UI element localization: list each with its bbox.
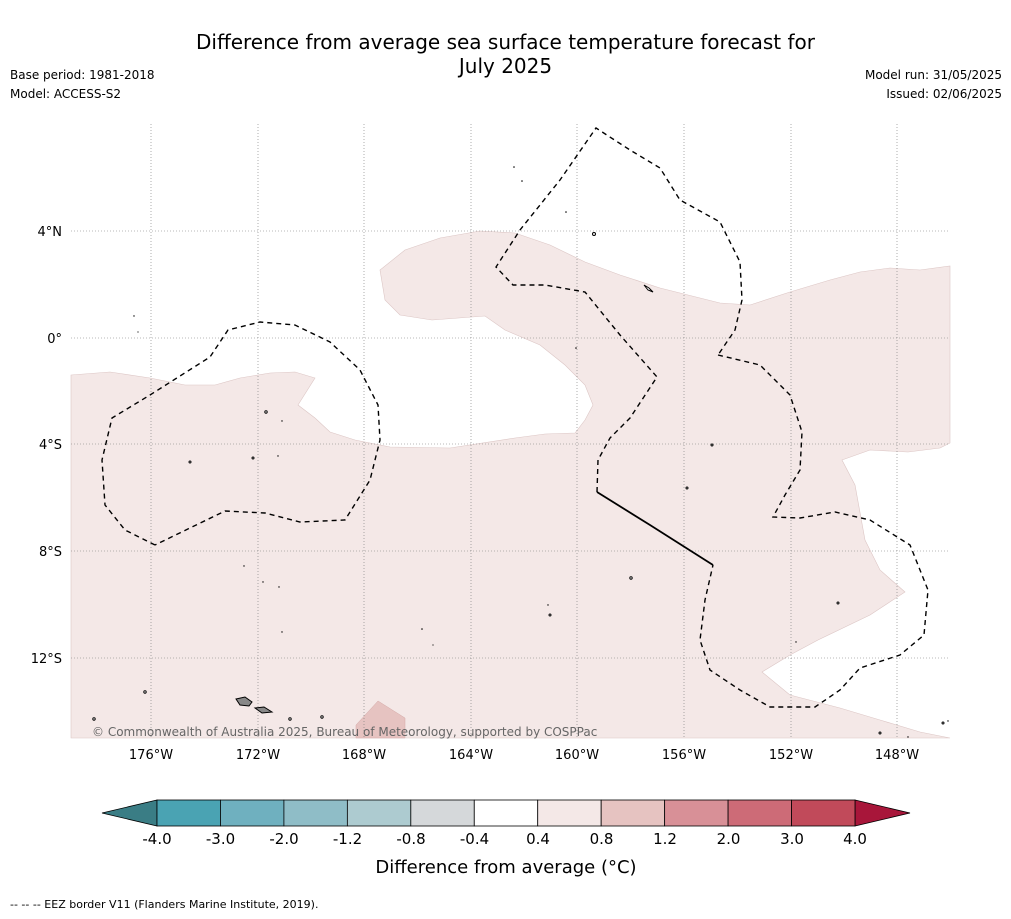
colorbar-bin [537, 799, 602, 827]
lat-label: 4°S [39, 438, 62, 453]
eez-legend-note: -- -- -- EEZ border V11 (Flanders Marine… [10, 898, 319, 911]
lon-label: 176°W [129, 748, 173, 763]
colorbar-tick-label: 1.2 [653, 830, 677, 848]
map-title: Difference from average sea surface temp… [0, 30, 1011, 78]
colorbar-bins [156, 799, 856, 827]
colorbar-tick-label: -4.0 [142, 830, 171, 848]
lat-label: 0° [47, 332, 62, 347]
anomaly-region-0.8-1.2 [355, 700, 406, 739]
lon-label: 164°W [449, 748, 493, 763]
colorbar-bin [727, 799, 792, 827]
colorbar-bin [664, 799, 729, 827]
lon-label: 172°W [236, 748, 280, 763]
colorbar: -4.0 -3.0 -2.0 -1.2 -0.8 -0.4 0.4 0.8 1.… [101, 799, 911, 878]
issued-text: Issued: 02/06/2025 [886, 87, 1002, 101]
colorbar-bin [410, 799, 475, 827]
lat-labels: 4°N 0° 4°S 8°S 12°S [31, 225, 62, 667]
colorbar-bin [600, 799, 666, 827]
colorbar-bin [283, 799, 348, 827]
eez-borders [101, 127, 929, 708]
lat-label: 8°S [39, 545, 62, 560]
island-samoa [235, 696, 253, 707]
eez-border-west [101, 321, 381, 546]
copyright-text: © Commonwealth of Australia 2025, Bureau… [92, 725, 597, 739]
run-info: Model run: 31/05/2025 Issued: 02/06/2025 [865, 66, 1002, 104]
base-period-text: Base period: 1981-2018 [10, 68, 155, 82]
colorbar-tick-label: 0.4 [526, 830, 550, 848]
islands [92, 232, 945, 735]
lon-label: 148°W [875, 748, 919, 763]
graticule [71, 124, 950, 738]
model-run-text: Model run: 31/05/2025 [864, 68, 1002, 82]
colorbar-bin [220, 799, 285, 827]
colorbar-tick-label: -3.0 [206, 830, 235, 848]
lon-labels: 176°W 172°W 168°W 164°W 160°W 156°W 152°… [129, 748, 919, 763]
colorbar-tick-labels: -4.0 -3.0 -2.0 -1.2 -0.8 -0.4 0.4 0.8 1.… [142, 830, 867, 848]
colorbar-bin [156, 799, 221, 827]
colorbar-bin [346, 799, 412, 827]
atolls [133, 166, 949, 738]
eez-border-central [495, 127, 743, 493]
colorbar-extend-low [101, 799, 158, 827]
title-line-1: Difference from average sea surface temp… [195, 30, 815, 54]
colorbar-tick-label: -1.2 [333, 830, 362, 848]
lon-label: 152°W [769, 748, 813, 763]
colorbar-tick-label: 4.0 [843, 830, 867, 848]
colorbar-bin [791, 799, 856, 827]
island-samoa-east [253, 706, 274, 714]
title-line-2: July 2025 [458, 54, 553, 78]
colorbar-tick-label: 2.0 [717, 830, 741, 848]
lon-label: 156°W [662, 748, 706, 763]
colorbar-title: Difference from average (°C) [375, 857, 636, 878]
lon-label: 168°W [342, 748, 386, 763]
lat-label: 4°N [38, 225, 63, 240]
model-name-text: Model: ACCESS-S2 [10, 87, 122, 101]
colorbar-tick-label: -0.4 [460, 830, 489, 848]
lon-label: 160°W [555, 748, 599, 763]
colorbar-tick-label: 3.0 [780, 830, 804, 848]
lat-label: 12°S [31, 652, 62, 667]
colorbar-bin [473, 799, 539, 827]
colorbar-tick-label: -2.0 [269, 830, 298, 848]
colorbar-extend-high [854, 799, 911, 827]
model-info: Base period: 1981-2018 Model: ACCESS-S2 [10, 66, 155, 104]
eez-border-segment [596, 491, 714, 566]
colorbar-tick-label: -0.8 [396, 830, 425, 848]
colorbar-tick-label: 0.8 [590, 830, 614, 848]
